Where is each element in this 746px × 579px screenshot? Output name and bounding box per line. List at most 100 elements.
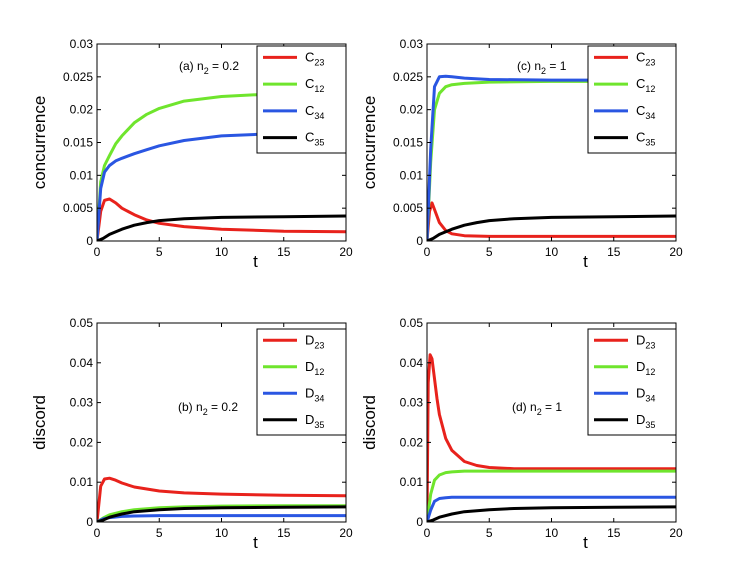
x-tick-label: 20 (339, 526, 353, 540)
y-tick-label: 0.005 (393, 201, 423, 215)
y-tick-label: 0.025 (393, 70, 423, 84)
x-tick-label: 10 (215, 245, 229, 259)
y-tick-label: 0.015 (63, 136, 93, 150)
y-tick-label: 0.015 (393, 136, 423, 150)
panel-annotation: (c) n2 = 1 (517, 59, 567, 76)
series-group (97, 476, 346, 522)
legend-label-d12: D12 (305, 359, 324, 377)
series-line-c35 (427, 214, 676, 241)
series-line-c34 (427, 74, 676, 241)
series-line-c35 (97, 214, 346, 241)
x-tick-label: 20 (669, 245, 683, 259)
y-axis-label: concurrence (360, 96, 379, 190)
x-tick-label: 0 (424, 245, 431, 259)
panel-annotation: (d) n2 = 1 (512, 400, 562, 417)
y-tick-label: 0 (86, 515, 93, 529)
legend-box (256, 45, 347, 154)
legend-label-c34: C34 (305, 103, 324, 121)
x-tick-label: 10 (545, 526, 559, 540)
legend-label-d34: D34 (305, 385, 324, 403)
y-tick-label: 0 (416, 234, 423, 248)
x-tick-label: 20 (669, 526, 683, 540)
series-line-c12 (97, 91, 346, 241)
legend-box (587, 45, 677, 154)
legend-label-d23: D23 (305, 332, 324, 350)
y-tick-label: 0.02 (400, 435, 424, 449)
series-group (97, 91, 346, 241)
y-tick-label: 0.03 (400, 37, 424, 51)
x-tick-label: 10 (545, 245, 559, 259)
legend-label-c35: C35 (636, 130, 655, 148)
y-tick-label: 0 (86, 234, 93, 248)
legend-label-d23: D23 (636, 332, 655, 350)
x-tick-label: 5 (486, 526, 493, 540)
x-tick-label: 15 (607, 526, 621, 540)
legend: C23 C12 C34 C35 (587, 45, 677, 154)
panel-a: 0 5 10 15 20 0 0.005 0.01 0.015 0.02 0.025 0.03 t con… (30, 37, 353, 271)
y-tick-label: 0.03 (70, 396, 94, 410)
series-line-c23 (97, 197, 346, 241)
y-tick-label: 0.02 (400, 103, 424, 117)
series-line-d23 (97, 476, 346, 522)
y-tick-label: 0.01 (70, 475, 94, 489)
x-tick-label: 20 (339, 245, 353, 259)
x-tick-label: 5 (156, 245, 163, 259)
legend-label-c23: C23 (636, 49, 655, 67)
y-tick-label: 0.04 (400, 356, 424, 370)
legend-box (256, 328, 347, 436)
y-tick-label: 0.02 (70, 435, 94, 449)
y-axis-label: concurrence (30, 96, 49, 190)
y-tick-label: 0.03 (400, 396, 424, 410)
series-group (427, 74, 676, 241)
y-tick-label: 0.01 (400, 168, 424, 182)
series-group (427, 353, 676, 522)
panel-b: 0 5 10 15 20 0 0.01 0.02 0.03 0.04 0.05 t discord (b)… (30, 316, 353, 552)
x-tick-label: 0 (94, 245, 101, 259)
panel-annotation: (b) n2 = 0.2 (178, 400, 238, 417)
legend-label-d35: D35 (636, 412, 655, 430)
y-axis-label: discord (360, 395, 379, 450)
legend-label-d34: D34 (636, 385, 655, 403)
series-line-d35 (97, 505, 346, 522)
x-axis-label: t (253, 533, 258, 552)
legend: D23 D12 D34 D35 (587, 328, 677, 436)
legend-label-c12: C12 (636, 76, 655, 94)
x-axis-label: t (583, 252, 588, 271)
y-tick-label: 0.01 (400, 475, 424, 489)
panel-c: 0 5 10 15 20 0 0.005 0.01 0.015 0.02 0.025 0.03 t con… (360, 37, 683, 271)
legend-label-c23: C23 (305, 49, 324, 67)
legend-label-d12: D12 (636, 359, 655, 377)
y-tick-label: 0.05 (70, 316, 94, 330)
y-tick-label: 0 (416, 515, 423, 529)
series-line-d35 (427, 505, 676, 522)
legend-label-d35: D35 (305, 412, 324, 430)
y-tick-label: 0.05 (400, 316, 424, 330)
legend-label-c35: C35 (305, 130, 324, 148)
y-tick-label: 0.03 (70, 37, 94, 51)
x-tick-label: 10 (215, 526, 229, 540)
series-line-d34 (427, 495, 676, 522)
y-tick-label: 0.005 (63, 201, 93, 215)
x-tick-label: 0 (94, 526, 101, 540)
series-line-d12 (427, 469, 676, 522)
x-tick-label: 5 (156, 526, 163, 540)
y-tick-label: 0.04 (70, 356, 94, 370)
legend: C23 C12 C34 C35 (256, 45, 347, 154)
x-tick-label: 0 (424, 526, 431, 540)
x-axis-label: t (253, 252, 258, 271)
series-line-d12 (97, 504, 346, 522)
series-line-c34 (97, 131, 346, 241)
legend-box (587, 328, 677, 436)
x-tick-label: 15 (277, 245, 291, 259)
legend: D23 D12 D34 D35 (256, 328, 347, 436)
y-axis-label: discord (30, 395, 49, 450)
legend-label-c34: C34 (636, 103, 655, 121)
y-tick-label: 0.01 (70, 168, 94, 182)
x-tick-label: 15 (277, 526, 291, 540)
x-axis-label: t (583, 533, 588, 552)
x-tick-label: 5 (486, 245, 493, 259)
y-tick-label: 0.02 (70, 103, 94, 117)
series-line-d23 (427, 353, 676, 522)
y-tick-label: 0.025 (63, 70, 93, 84)
